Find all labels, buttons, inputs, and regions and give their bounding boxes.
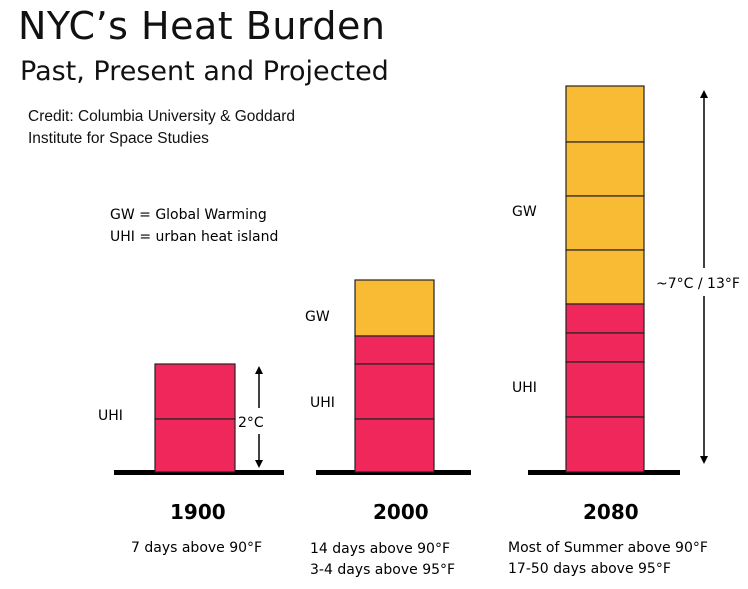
gw-block [354,279,435,337]
caption-2080-line-1: Most of Summer above 90°F [508,540,708,556]
year-2000: 2000 [373,500,429,524]
uhi-block [154,363,236,420]
column-1900 [154,363,236,473]
uhi-block [565,303,645,334]
uhi-block [565,416,645,473]
uhi-label-1900: UHI [98,408,123,424]
uhi-block [354,363,435,420]
column-2080 [565,85,645,473]
year-2080: 2080 [583,500,639,524]
uhi-label-2080: UHI [512,380,537,396]
page-title: NYC’s Heat Burden [18,4,386,48]
caption-2000-line-2: 3-4 days above 95°F [310,562,456,578]
gw-block [565,195,645,251]
uhi-block [354,335,435,365]
annotation-2080: ~7°C / 13°F [656,276,740,292]
credit-line-2: Institute for Space Studies [28,130,209,147]
caption-1900-line-1: 7 days above 90°F [131,540,263,556]
arrow-1900 [255,366,263,468]
gw-label-2080: GW [512,204,537,220]
gw-block [565,85,645,143]
caption-2000-line-1: 14 days above 90°F [310,541,451,557]
column-2000 [354,279,435,473]
legend-gw: GW = Global Warming [110,207,267,223]
arrow-2080 [700,90,708,464]
uhi-block [354,418,435,473]
year-1900: 1900 [170,500,226,524]
uhi-block [154,418,236,473]
uhi-block [565,332,645,363]
gw-block [565,249,645,305]
caption-2080-line-2: 17-50 days above 95°F [508,561,671,577]
uhi-block [565,361,645,418]
uhi-label-2000: UHI [310,395,335,411]
gw-label-2000: GW [305,309,330,325]
legend-uhi: UHI = urban heat island [110,229,279,245]
annotation-1900: 2°C [238,415,264,431]
credit-line-1: Credit: Columbia University & Goddard [28,108,296,125]
page-subtitle: Past, Present and Projected [20,56,389,87]
gw-block [565,141,645,197]
